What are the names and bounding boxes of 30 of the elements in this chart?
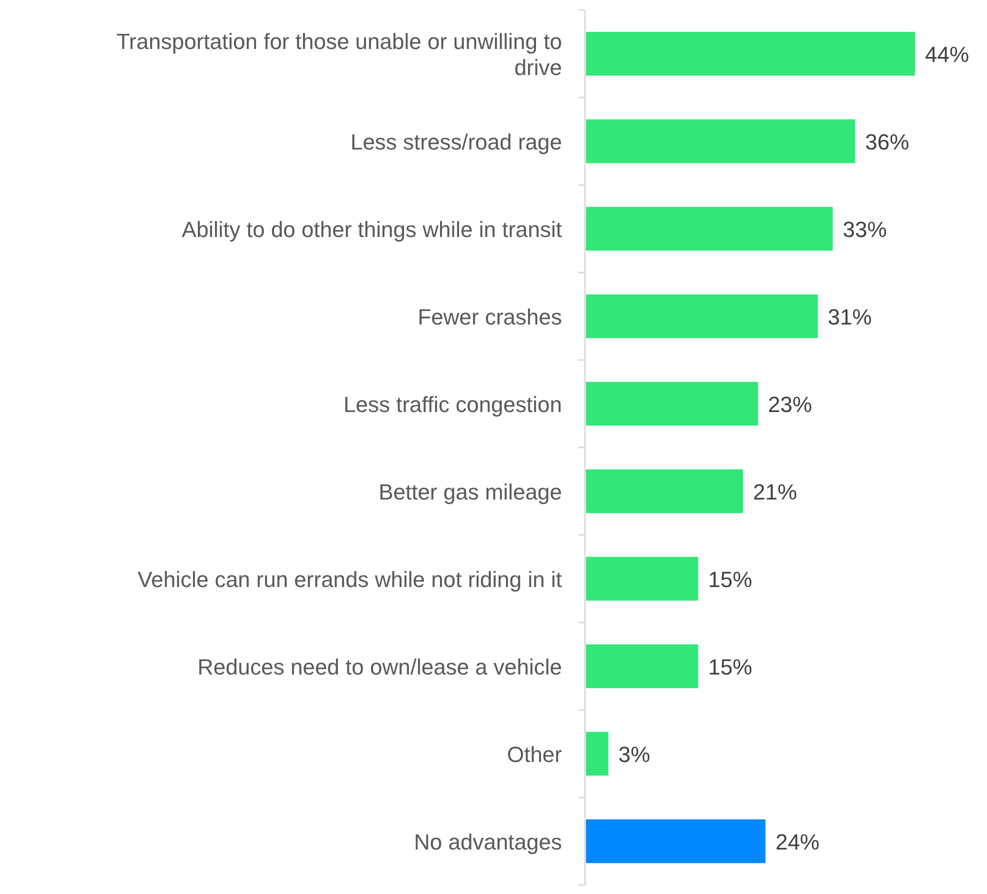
bar — [586, 732, 608, 776]
data-label: 44% — [925, 42, 970, 67]
y-tick-label: Fewer crashes — [418, 304, 562, 330]
bar — [586, 294, 818, 338]
bar — [586, 819, 766, 864]
y-tick-label: Reduces need to own/lease a vehicle — [198, 654, 562, 680]
y-tick-label: Better gas mileage — [378, 479, 562, 504]
y-tick-label: No advantages — [414, 829, 562, 854]
bar — [586, 469, 744, 514]
y-tick-label: Transportation for those unable or unwilling to drive — [116, 28, 562, 80]
y-tick-label: Less stress/road rage — [350, 129, 562, 154]
data-label: 24% — [775, 829, 820, 854]
y-tick-label: Less traffic congestion — [344, 392, 562, 417]
y-tick-label: Ability to do other things while in transit — [182, 216, 562, 242]
y-tick-label: Vehicle can run errands while not riding in it — [138, 566, 562, 592]
bar — [586, 119, 856, 164]
data-label: 15% — [708, 654, 752, 680]
data-label: 21% — [753, 479, 798, 504]
bar — [586, 644, 698, 688]
bar — [586, 556, 698, 601]
data-label: 23% — [768, 392, 812, 417]
data-label: 15% — [708, 566, 752, 592]
bar — [586, 382, 758, 426]
bar — [586, 206, 833, 251]
data-label: 3% — [618, 742, 650, 767]
bar — [586, 32, 915, 76]
y-tick-label: Other — [506, 742, 562, 767]
data-label: 31% — [828, 304, 872, 330]
data-label: 36% — [865, 129, 910, 154]
data-label: 33% — [842, 216, 887, 242]
